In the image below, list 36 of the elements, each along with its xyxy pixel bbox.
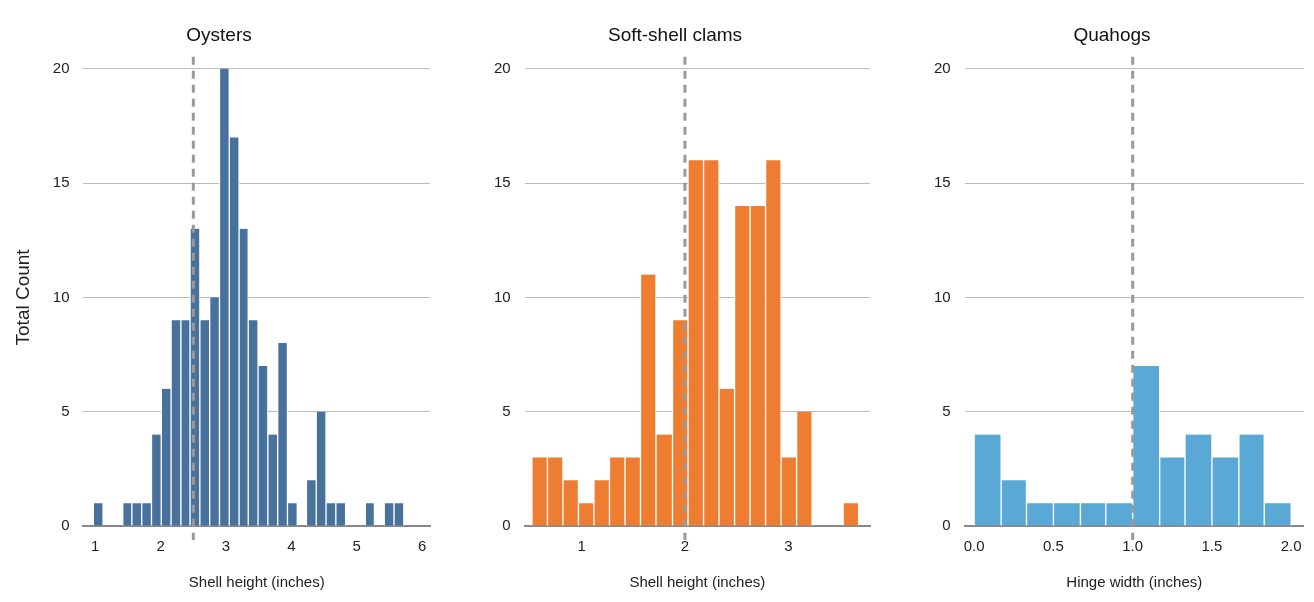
x-tick-label: 1 xyxy=(577,537,586,555)
y-tick-label: 20 xyxy=(494,58,511,76)
y-tick-label: 5 xyxy=(942,401,951,419)
y-tick-label: 0 xyxy=(61,516,70,534)
x-tick-label: 6 xyxy=(417,537,427,555)
chart-title: Oysters xyxy=(186,23,252,45)
x-tick-label: 0.0 xyxy=(963,537,985,555)
y-tick-label: 5 xyxy=(502,401,511,419)
y-axis-title: Total Count xyxy=(11,248,33,346)
x-axis-title: Shell height (inches) xyxy=(629,573,766,591)
y-tick-label: 15 xyxy=(52,173,70,191)
x-tick-label: 1.5 xyxy=(1201,537,1223,555)
x-axis-title: Shell height (inches) xyxy=(188,573,325,591)
x-tick-label: 1.0 xyxy=(1122,537,1144,555)
y-tick-label: 10 xyxy=(494,287,511,305)
chart-title: Quahogs xyxy=(1073,23,1151,45)
y-tick-label: 15 xyxy=(934,173,951,191)
y-tick-label: 20 xyxy=(934,58,951,76)
x-axis-title: Hinge width (inches) xyxy=(1066,573,1203,591)
y-tick-label: 10 xyxy=(52,287,70,305)
x-tick-label: 2 xyxy=(156,537,165,555)
x-tick-label: 1 xyxy=(91,537,100,555)
y-tick-label: 5 xyxy=(61,401,70,419)
x-tick-label: 3 xyxy=(221,537,231,555)
y-tick-label: 0 xyxy=(502,516,511,534)
y-tick-label: 0 xyxy=(942,516,951,534)
y-tick-label: 20 xyxy=(52,58,70,76)
x-tick-label: 2 xyxy=(680,537,690,555)
y-tick-label: 15 xyxy=(494,173,511,191)
x-tick-label: 0.5 xyxy=(1043,537,1064,555)
y-tick-label: 10 xyxy=(934,287,951,305)
x-tick-label: 2.0 xyxy=(1280,537,1302,555)
chart-title: Soft-shell clams xyxy=(607,23,743,45)
x-tick-label: 5 xyxy=(352,537,361,555)
x-tick-label: 4 xyxy=(287,537,296,555)
x-tick-label: 3 xyxy=(784,537,793,555)
